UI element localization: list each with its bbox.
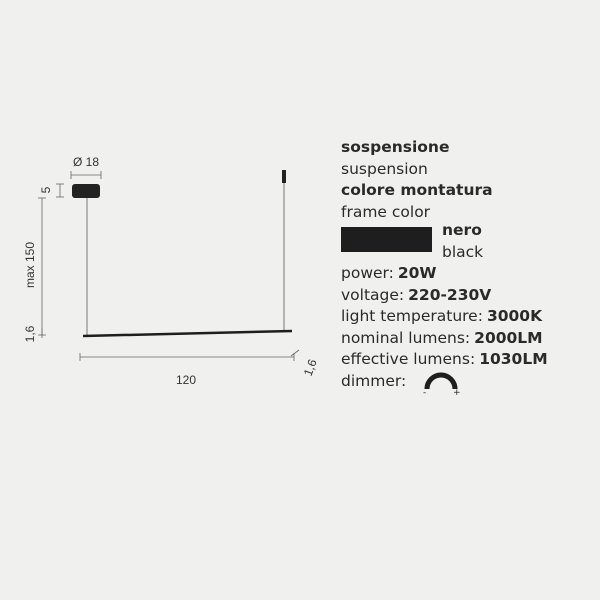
dimmer-row: dimmer: - + [341, 371, 596, 398]
spec-value: 2000LM [474, 328, 543, 347]
dimmer-arc [424, 372, 458, 389]
dimmer-label: dimmer: [341, 371, 407, 390]
spec-label: power: [341, 264, 394, 282]
bar-thickness-label: 1,6 [23, 325, 37, 342]
spec-value: 3000K [486, 307, 543, 325]
spec-value: 1030LM [479, 350, 548, 368]
spec-label: effective lumens: [341, 350, 476, 368]
type-translation: suspension [341, 159, 428, 178]
spec-panel: sospensione suspension colore montatura … [341, 137, 596, 398]
color-name: nero [442, 221, 482, 239]
color-swatch [341, 227, 432, 252]
canopy [72, 184, 100, 198]
spec-row: nominal lumens: 2000LM [341, 328, 596, 350]
spec-value: 220-230V [408, 285, 492, 304]
bar-depth-label: 1,6 [301, 357, 320, 378]
spec-label: light temperature: [341, 307, 483, 325]
spec-row: light temperature: 3000K [341, 306, 596, 328]
spec-row: effective lumens: 1030LM [341, 349, 596, 371]
canopy-height-label: 5 [39, 186, 53, 193]
max-height-label: max 150 [23, 242, 37, 288]
spec-value: 20W [397, 264, 437, 282]
dimmer-minus: - [423, 387, 427, 398]
spec-rows: power: 20W voltage: 220-230V light temperatu… [341, 263, 596, 371]
frame-translation: frame color [341, 202, 431, 221]
spec-row: voltage: 220-230V [341, 285, 596, 307]
color-translation: black [442, 242, 484, 261]
dimmer-plus: + [453, 387, 461, 398]
spec-row: power: 20W [341, 263, 596, 285]
dimmer-icon [424, 372, 458, 389]
cable-stop [282, 170, 286, 183]
color-row: nero black [341, 221, 596, 263]
length-label: 120 [176, 373, 196, 387]
diameter-label: Ø 18 [73, 155, 99, 169]
spec-label: voltage: [341, 285, 405, 304]
drawing: Ø 18 5 max 150 1,6 120 1,6 [23, 155, 320, 387]
spec-label: nominal lumens: [341, 328, 471, 347]
dimension-lines [38, 171, 300, 361]
frame-label: colore montatura [341, 181, 493, 199]
light-bar [82, 329, 293, 338]
type-label: sospensione [341, 138, 450, 156]
